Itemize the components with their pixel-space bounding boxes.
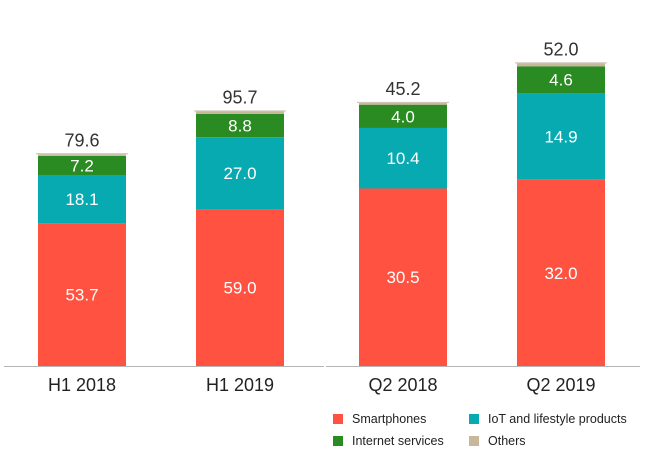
- category-label-q2-2018: Q2 2018: [368, 375, 437, 395]
- total-label-h1-2019: 95.7: [222, 87, 257, 107]
- data-label-h1-2019-smartphones: 59.0: [223, 279, 256, 298]
- legend-item-internet-services: Internet services: [333, 434, 444, 448]
- legend-label-others: Others: [488, 434, 526, 448]
- bar-q2-2018-smartphones: [359, 188, 447, 366]
- bar-h1-2018-smartphones: [38, 223, 126, 366]
- data-label-h1-2018-iot-and-lifestyle-products: 18.1: [65, 190, 98, 209]
- bar-h1-2019-internet-services: [196, 113, 284, 138]
- bar-q2-2018-others: [359, 102, 447, 105]
- bar-h1-2018-others: [38, 154, 126, 156]
- data-label-q2-2019-internet-services: 4.6: [549, 71, 573, 90]
- data-label-q2-2018-internet-services: 4.0: [391, 107, 415, 126]
- legend-item-iot: IoT and lifestyle products: [469, 412, 627, 426]
- bar-q2-2019-smartphones: [517, 179, 605, 366]
- total-label-h1-2018: 79.6: [64, 130, 99, 150]
- bar-q2-2019-internet-services: [517, 66, 605, 94]
- legend: Smartphones IoT and lifestyle products I…: [333, 406, 653, 452]
- data-label-h1-2018-smartphones: 53.7: [65, 286, 98, 305]
- data-label-h1-2018-internet-services: 7.2: [70, 156, 94, 175]
- legend-label-smartphones: Smartphones: [352, 412, 427, 426]
- data-label-h1-2019-iot-and-lifestyle-products: 27.0: [223, 164, 256, 183]
- bar-h1-2018-iot-and-lifestyle-products: [38, 175, 126, 224]
- legend-swatch-internet-services: [333, 436, 343, 446]
- data-label-q2-2018-iot-and-lifestyle-products: 10.4: [386, 149, 419, 168]
- bar-h1-2019-iot-and-lifestyle-products: [196, 137, 284, 210]
- bar-h1-2019-smartphones: [196, 209, 284, 366]
- legend-item-smartphones: Smartphones: [333, 412, 426, 426]
- category-label-h1-2019: H1 2019: [206, 375, 274, 395]
- bar-q2-2018-iot-and-lifestyle-products: [359, 127, 447, 189]
- data-label-h1-2019-internet-services: 8.8: [228, 117, 252, 136]
- legend-label-iot: IoT and lifestyle products: [488, 412, 627, 426]
- legend-swatch-iot: [469, 414, 479, 424]
- total-label-q2-2019: 52.0: [543, 39, 578, 59]
- data-label-q2-2018-smartphones: 30.5: [386, 268, 419, 287]
- data-label-q2-2019-iot-and-lifestyle-products: 14.9: [544, 127, 577, 146]
- bar-h1-2019-others: [196, 111, 284, 114]
- data-label-q2-2019-smartphones: 32.0: [544, 264, 577, 283]
- bar-q2-2019-others: [517, 63, 605, 67]
- category-label-q2-2019: Q2 2019: [526, 375, 595, 395]
- legend-item-others: Others: [469, 434, 526, 448]
- legend-swatch-others: [469, 436, 479, 446]
- legend-swatch-smartphones: [333, 414, 343, 424]
- legend-label-internet-services: Internet services: [352, 434, 444, 448]
- total-label-q2-2018: 45.2: [385, 79, 420, 99]
- bar-h1-2018-internet-services: [38, 155, 126, 176]
- bar-q2-2019-iot-and-lifestyle-products: [517, 93, 605, 180]
- category-label-h1-2018: H1 2018: [48, 375, 116, 395]
- bar-q2-2018-internet-services: [359, 104, 447, 128]
